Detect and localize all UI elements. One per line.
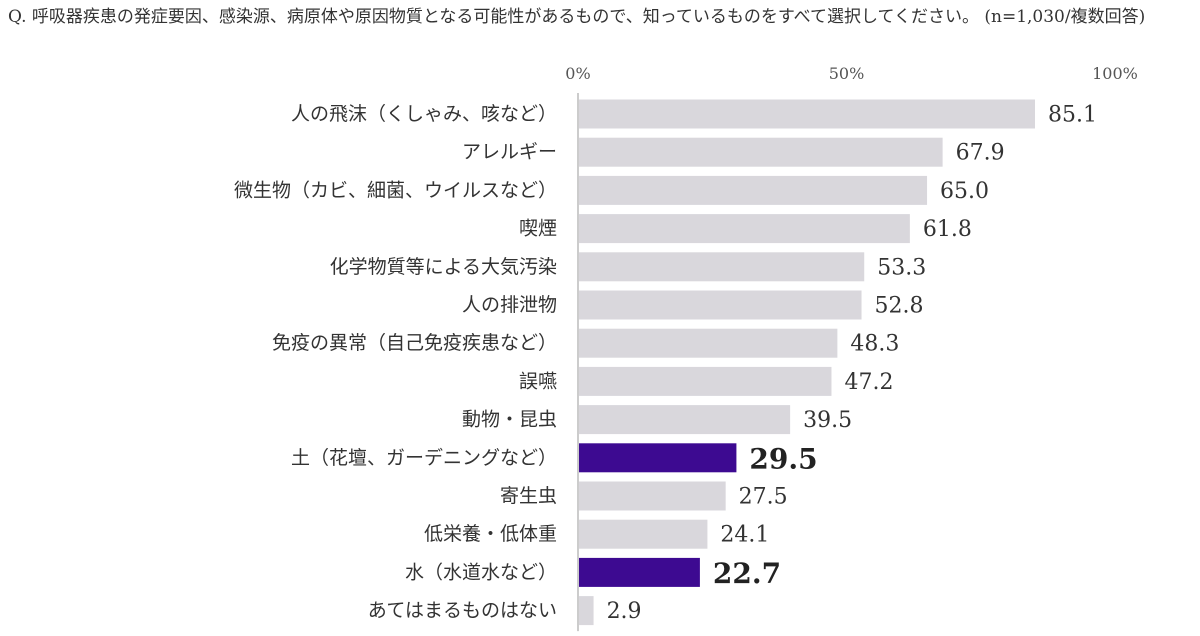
category-label: 微生物（カビ、細菌、ウイルスなど） xyxy=(234,179,557,201)
category-label: 喫煙 xyxy=(519,218,557,240)
value-label: 2.9 xyxy=(607,599,642,624)
value-label: 39.5 xyxy=(803,408,852,433)
bar xyxy=(579,366,832,396)
category-label: 人の排泄物 xyxy=(462,294,557,316)
value-label: 52.8 xyxy=(875,294,924,319)
category-label: 水（水道水など） xyxy=(405,561,557,583)
category-label: 免疫の異常（自己免疫疾患など） xyxy=(272,332,557,354)
category-label: 寄生虫 xyxy=(500,485,557,507)
bar-highlighted xyxy=(579,443,737,473)
x-tick-label: 0% xyxy=(565,64,590,83)
bar xyxy=(579,99,1035,129)
category-label: 誤嚥 xyxy=(519,370,557,392)
value-label: 29.5 xyxy=(749,442,817,475)
value-label: 65.0 xyxy=(940,179,989,204)
category-label: 低栄養・低体重 xyxy=(424,523,557,545)
bar xyxy=(579,137,943,167)
value-label: 24.1 xyxy=(720,523,769,548)
bars-layer: 人の飛沫（くしゃみ、咳など） 85.1 アレルギー 67.9 微生物（カビ、細菌、ウイル… xyxy=(234,99,1097,626)
bar xyxy=(579,405,791,435)
x-tick-label: 50% xyxy=(829,64,865,83)
bar-highlighted xyxy=(579,557,700,587)
category-label: アレルギー xyxy=(462,141,557,163)
value-label: 53.3 xyxy=(877,255,926,280)
bar xyxy=(579,481,726,511)
value-label: 61.8 xyxy=(923,217,972,242)
value-label: 85.1 xyxy=(1048,103,1097,128)
bar xyxy=(579,328,838,358)
bar xyxy=(579,290,862,320)
question-title: Q. 呼吸器疾患の発症要因、感染源、病原体や原因物質となる可能性があるもので、知… xyxy=(8,7,1146,27)
value-label: 48.3 xyxy=(850,332,899,357)
bar xyxy=(579,252,865,282)
value-label: 27.5 xyxy=(739,485,788,510)
bar xyxy=(579,596,594,626)
value-label: 47.2 xyxy=(844,370,893,395)
x-axis-ticks: 0% 50% 100% xyxy=(565,64,1138,83)
category-label: 土（花壇、ガーデニングなど） xyxy=(291,447,557,469)
category-label: 人の飛沫（くしゃみ、咳など） xyxy=(291,103,557,125)
category-label: 化学物質等による大気汚染 xyxy=(330,256,557,278)
value-label: 67.9 xyxy=(956,141,1005,166)
bar xyxy=(579,175,928,205)
x-tick-label: 100% xyxy=(1092,64,1138,83)
value-label: 22.7 xyxy=(713,557,781,590)
bar xyxy=(579,519,708,549)
category-label: あてはまるものはない xyxy=(368,600,557,622)
bar xyxy=(579,214,910,244)
category-label: 動物・昆虫 xyxy=(462,409,557,431)
